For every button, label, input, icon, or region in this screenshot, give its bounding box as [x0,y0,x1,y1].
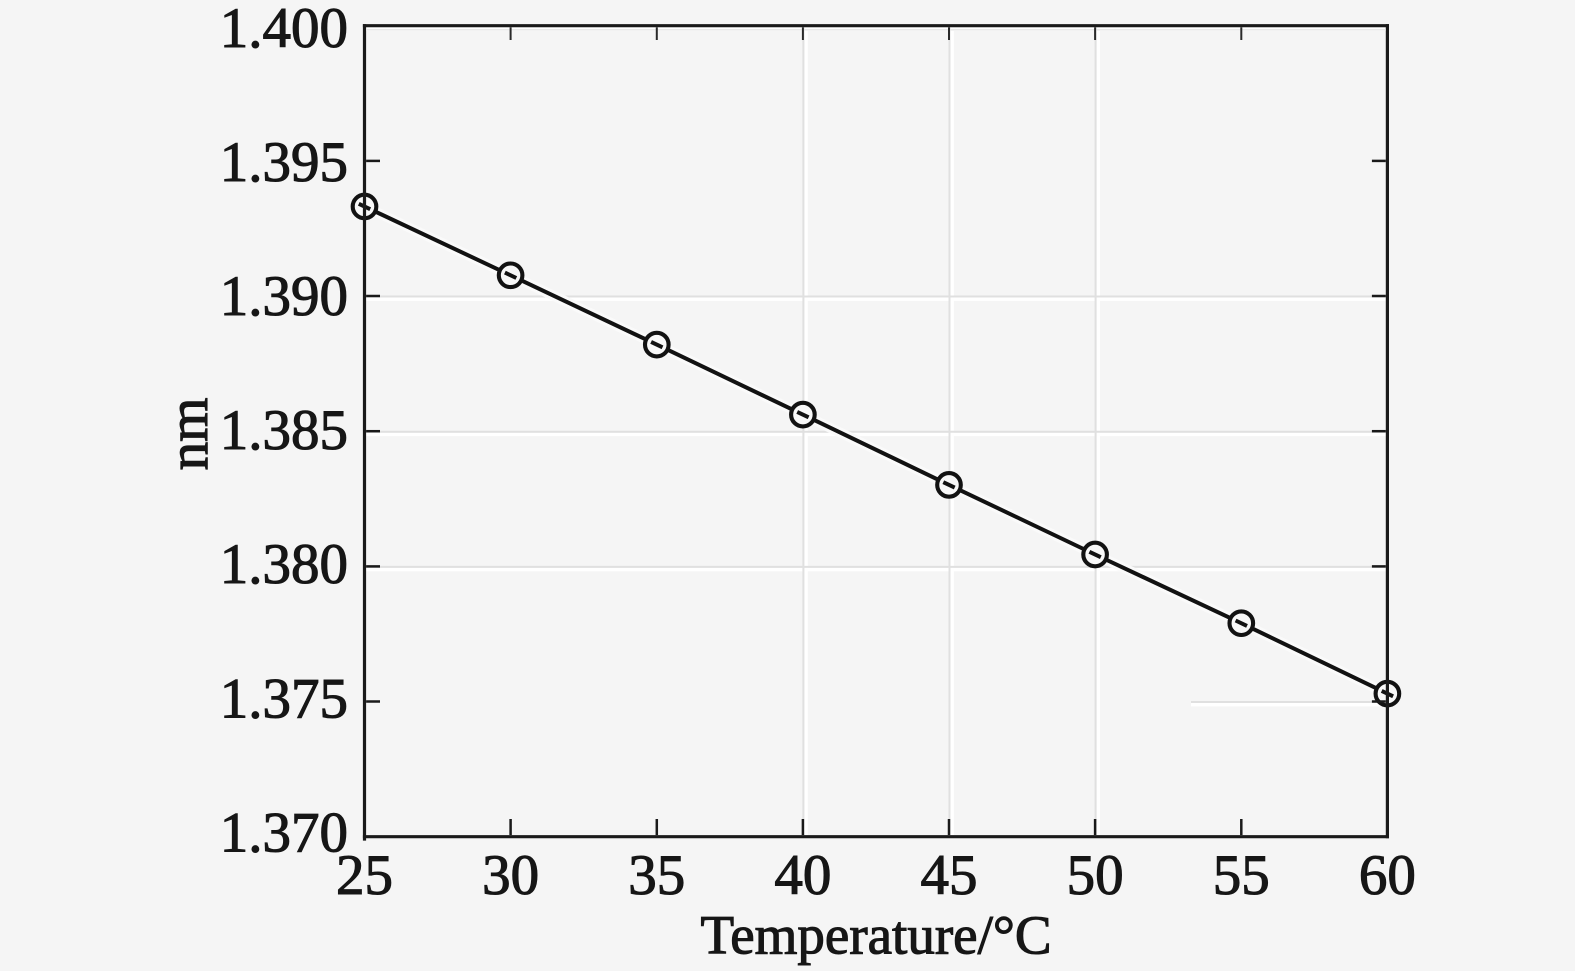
svg-text:nm: nm [157,398,220,471]
svg-text:40: 40 [774,844,831,907]
svg-text:25: 25 [336,844,393,907]
svg-text:1.375: 1.375 [220,667,348,730]
svg-text:45: 45 [921,844,978,907]
svg-text:50: 50 [1067,844,1124,907]
svg-text:1.395: 1.395 [220,131,348,194]
svg-text:30: 30 [482,844,539,907]
svg-text:35: 35 [628,844,685,907]
svg-text:1.380: 1.380 [220,533,348,596]
svg-text:Temperature/°C: Temperature/°C [700,905,1051,966]
svg-text:1.400: 1.400 [220,0,348,60]
svg-text:60: 60 [1359,844,1416,907]
svg-text:1.385: 1.385 [220,399,348,462]
svg-text:1.370: 1.370 [220,801,348,864]
svg-text:1.390: 1.390 [220,265,348,328]
svg-text:55: 55 [1213,844,1270,907]
